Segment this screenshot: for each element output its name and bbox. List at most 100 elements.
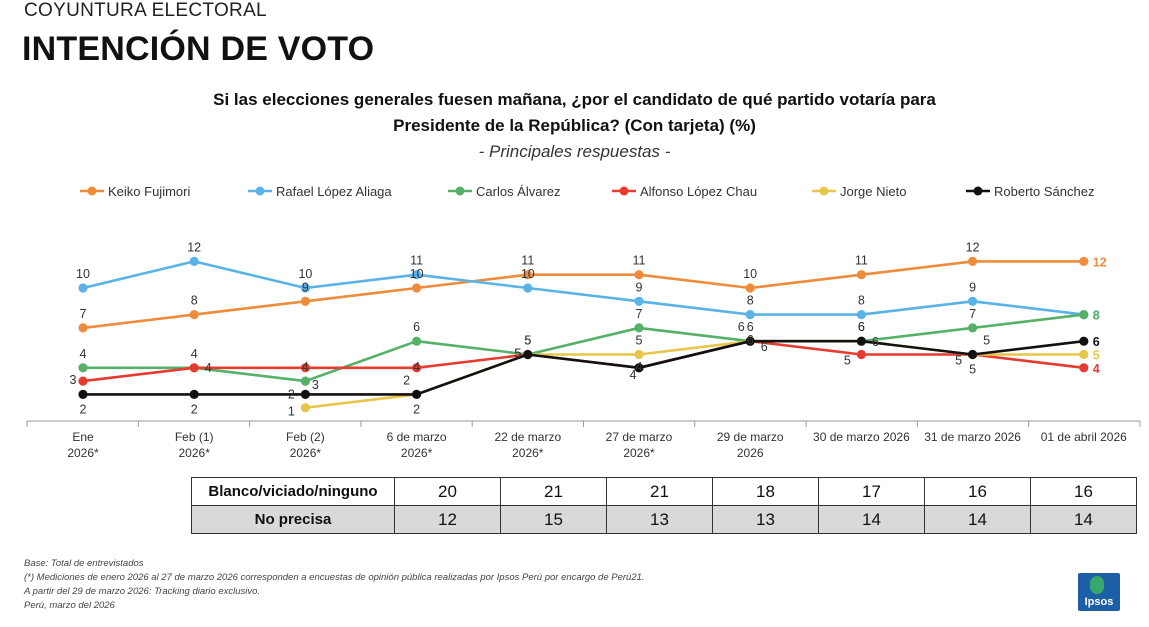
x-tick-label: 22 de marzo [494,430,561,444]
table-cell: 12 [394,505,501,534]
data-point-rafael-lopez-aliaga [412,270,422,280]
blank-undecided-table: Blanco/viciado/ninguno 20 21 21 18 17 16… [191,477,1137,534]
table-row-blank: Blanco/viciado/ninguno 20 21 21 18 17 16… [191,477,1137,506]
data-label-keiko-fujimori: 9 [302,280,309,294]
data-point-alfonso-lopez-chau [1079,363,1089,373]
data-point-keiko-fujimori [1079,256,1089,266]
data-label-rafael-lopez-aliaga: 9 [636,280,643,294]
series-line-rafael-lopez-aliaga [82,260,1084,316]
data-point-carlos-alvarez [634,323,644,333]
data-label-keiko-fujimori: 11 [633,254,646,268]
data-point-alfonso-lopez-chau [78,376,88,386]
data-point-keiko-fujimori [523,270,533,280]
data-label-rafael-lopez-aliaga: 8 [858,294,865,308]
data-label-rafael-lopez-aliaga: 8 [747,294,754,308]
data-point-alfonso-lopez-chau [856,349,867,360]
x-tick-label: 27 de marzo [606,430,673,444]
data-label-carlos-alvarez: 7 [969,307,976,321]
legend-marker-keiko-fujimori [87,186,97,196]
data-label-alfonso-lopez-chau: 6 [747,333,754,347]
data-label-roberto-sanchez: 2 [413,402,420,416]
legend-marker-carlos-alvarez [455,186,465,196]
data-label-keiko-fujimori: 12 [966,240,980,254]
legend-marker-jorge-nieto [819,186,829,196]
data-label-jorge-nieto: 1 [288,405,295,419]
data-label-jorge-nieto: 2 [403,373,410,387]
x-tick-label: 2026* [512,446,544,460]
data-point-keiko-fujimori [78,323,88,333]
legend-marker-roberto-sanchez [973,186,983,196]
data-point-alfonso-lopez-chau [412,363,422,373]
data-point-jorge-nieto [1079,349,1089,360]
data-label-keiko-fujimori: 10 [410,267,424,281]
data-label-carlos-alvarez: 5 [524,334,531,348]
data-label-carlos-alvarez: 7 [636,307,643,321]
data-label-alfonso-lopez-chau: 4 [205,361,212,375]
x-tick-label: Ene [72,430,94,444]
data-point-alfonso-lopez-chau [300,363,310,373]
data-point-keiko-fujimori [856,270,867,280]
data-point-rafael-lopez-aliaga [634,296,644,306]
x-tick-label: 2026* [290,446,322,460]
data-point-keiko-fujimori [634,270,644,280]
data-point-alfonso-lopez-chau [189,363,199,373]
table-cell: 14 [818,505,925,534]
data-label-rafael-lopez-aliaga: 8 [1093,309,1100,323]
legend-marker-alfonso-lopez-chau [619,186,629,196]
data-point-rafael-lopez-aliaga [300,283,310,293]
data-label-alfonso-lopez-chau: 3 [70,373,77,387]
data-label-alfonso-lopez-chau: 5 [514,347,521,361]
chart-question-line-2: Presidente de la República? (Con tarjeta… [393,116,756,135]
x-tick-label: 2026 [737,446,764,460]
page-title: INTENCIÓN DE VOTO [22,30,375,68]
table-cell: 13 [712,505,819,534]
data-point-keiko-fujimori [745,283,755,293]
table-cell: 18 [712,477,819,506]
table-cell: 17 [818,477,925,506]
data-point-rafael-lopez-aliaga [189,256,199,266]
data-label-rafael-lopez-aliaga: 12 [187,240,201,254]
chart-question-line-1: Si las elecciones generales fuesen mañan… [213,90,936,109]
ipsos-logo-text: Ipsos [1084,596,1114,608]
data-label-carlos-alvarez: 6 [738,320,745,334]
data-point-roberto-sanchez [189,389,199,399]
table-row-label: No precisa [191,505,395,534]
footnote-base: Base: Total de entrevistados [24,558,144,569]
table-cell: 13 [606,505,713,534]
data-point-carlos-alvarez [300,376,310,386]
legend-label-carlos-alvarez: Carlos Álvarez [476,184,561,199]
data-label-carlos-alvarez: 6 [858,320,865,334]
data-label-keiko-fujimori: 10 [743,267,757,281]
vote-intention-line-chart: Keiko Fujimori Rafael López Aliaga Carlos … [26,184,1141,460]
data-label-roberto-sanchez: 5 [514,347,521,361]
data-label-roberto-sanchez: 2 [80,402,87,416]
series-line-roberto-sanchez [83,339,1084,396]
data-label-keiko-fujimori: 12 [1093,255,1107,269]
data-point-rafael-lopez-aliaga [523,283,533,293]
x-tick-label: 2026* [623,446,655,460]
data-label-rafael-lopez-aliaga: 10 [76,267,90,281]
data-point-carlos-alvarez [78,363,88,373]
data-label-rafael-lopez-aliaga: 10 [298,267,312,281]
data-point-jorge-nieto [634,349,644,360]
data-label-keiko-fujimori: 8 [191,294,198,308]
data-label-alfonso-lopez-chau: 5 [844,354,851,368]
data-point-keiko-fujimori [300,296,310,306]
data-point-roberto-sanchez [634,363,644,373]
data-label-rafael-lopez-aliaga: 9 [969,280,976,294]
series-line-keiko-fujimori [82,260,1084,330]
data-label-jorge-nieto: 5 [1093,349,1100,363]
table-cell: 20 [394,477,501,506]
x-tick-label: 2026* [179,446,211,460]
data-point-roberto-sanchez [1079,336,1089,346]
table-row-label: Blanco/viciado/ninguno [191,477,395,506]
x-tick-label: 29 de marzo [717,430,784,444]
x-tick-label: 30 de marzo 2026 [813,430,910,444]
data-point-roberto-sanchez [968,349,978,360]
table-row-no-precisa: No precisa 12 15 13 13 14 14 14 [191,505,1137,534]
data-point-carlos-alvarez [968,323,978,333]
data-point-roberto-sanchez [745,336,755,346]
data-label-carlos-alvarez: 4 [191,347,198,361]
data-point-keiko-fujimori [968,256,978,266]
table-cell: 16 [1030,477,1137,506]
